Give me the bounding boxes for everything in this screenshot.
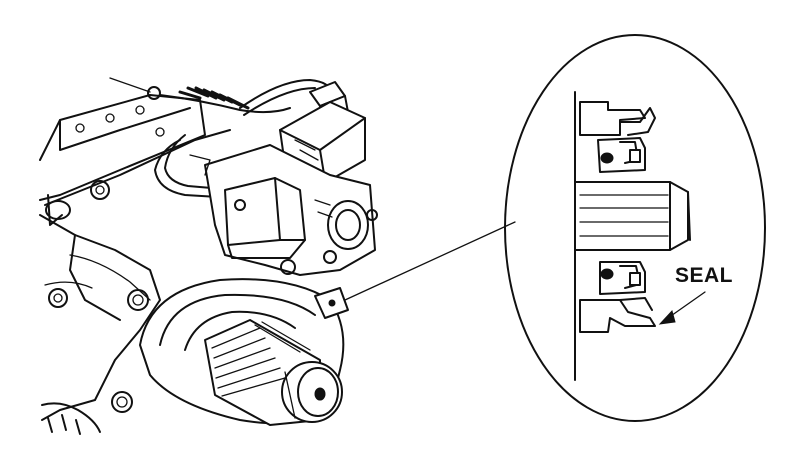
housing-bolt bbox=[48, 288, 68, 308]
shaft-section bbox=[574, 181, 691, 251]
seal-label: SEAL bbox=[675, 264, 733, 287]
valve-bolt bbox=[280, 259, 296, 275]
valve-body bbox=[189, 144, 378, 276]
valve-bolt bbox=[234, 199, 246, 211]
housing-boss bbox=[45, 200, 71, 220]
housing-bolt bbox=[127, 289, 149, 311]
housing-bolt bbox=[90, 180, 110, 200]
lower-seal-section bbox=[579, 261, 656, 333]
splined-output-shaft bbox=[204, 319, 343, 426]
seal-callout-arrowhead bbox=[658, 309, 676, 325]
wiring-harness bbox=[109, 77, 331, 199]
cover-bolt bbox=[155, 127, 165, 137]
cover-bolt bbox=[75, 123, 85, 133]
seal-detail-view: SEAL bbox=[504, 34, 766, 422]
valve-bolt bbox=[323, 250, 337, 264]
valve-port bbox=[327, 200, 369, 250]
seal-callout-arrow bbox=[667, 291, 706, 319]
valve-bolt bbox=[366, 209, 378, 221]
detail-leader-line bbox=[344, 221, 516, 301]
housing-bolt bbox=[111, 391, 133, 413]
cover-bolt bbox=[105, 113, 115, 123]
cover-bolt bbox=[135, 105, 145, 115]
transmission-housing bbox=[39, 94, 231, 435]
shaft-center-bore bbox=[314, 387, 326, 401]
detail-circle bbox=[504, 34, 766, 422]
seal-location-marker bbox=[314, 287, 349, 319]
upper-seal-section bbox=[579, 101, 656, 173]
